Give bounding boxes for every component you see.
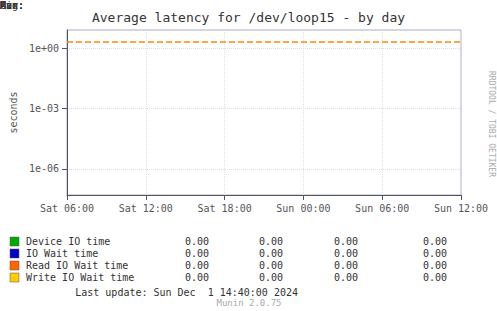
svg-text:0.00: 0.00 <box>259 248 283 259</box>
svg-text:0.00: 0.00 <box>423 236 447 247</box>
svg-text:Write IO Wait time: Write IO Wait time <box>26 272 134 283</box>
svg-text:0.00: 0.00 <box>334 272 358 283</box>
svg-text:Munin 2.0.75: Munin 2.0.75 <box>216 298 281 308</box>
svg-text:Cur:: Cur: <box>0 0 24 11</box>
svg-text:1e-03: 1e-03 <box>29 103 59 114</box>
svg-text:0.00: 0.00 <box>423 260 447 271</box>
svg-text:0.00: 0.00 <box>259 272 283 283</box>
svg-text:0.00: 0.00 <box>334 248 358 259</box>
svg-text:Sun 12:00: Sun 12:00 <box>434 203 488 214</box>
svg-text:Min:: Min: <box>0 0 24 11</box>
svg-text:0.00: 0.00 <box>185 236 209 247</box>
svg-text:Device IO time: Device IO time <box>26 236 110 247</box>
svg-text:1e-06: 1e-06 <box>29 163 59 174</box>
svg-text:Sun 00:00: Sun 00:00 <box>276 203 330 214</box>
svg-text:Sat 12:00: Sat 12:00 <box>119 203 173 214</box>
svg-text:0.00: 0.00 <box>334 236 358 247</box>
svg-text:IO Wait time: IO Wait time <box>26 248 98 259</box>
svg-text:0.00: 0.00 <box>259 236 283 247</box>
svg-text:Average latency for /dev/loop1: Average latency for /dev/loop15 - by day <box>92 10 405 25</box>
svg-text:0.00: 0.00 <box>259 260 283 271</box>
svg-text:0.00: 0.00 <box>185 260 209 271</box>
svg-text:Avg:: Avg: <box>0 0 24 11</box>
svg-text:Sun 06:00: Sun 06:00 <box>355 203 409 214</box>
svg-text:0.00: 0.00 <box>334 260 358 271</box>
svg-text:0.00: 0.00 <box>185 272 209 283</box>
svg-text:Last update: Sun Dec 1 14:40:: Last update: Sun Dec 1 14:40:00 2024 <box>75 287 298 298</box>
svg-text:RRDTOOL / TOBI OETIKER: RRDTOOL / TOBI OETIKER <box>487 71 496 177</box>
svg-text:Sat 18:00: Sat 18:00 <box>198 203 252 214</box>
svg-text:0.00: 0.00 <box>423 248 447 259</box>
svg-text:Max:: Max: <box>0 0 24 11</box>
svg-text:Read IO Wait time: Read IO Wait time <box>26 260 128 271</box>
svg-text:seconds: seconds <box>8 91 19 133</box>
svg-text:0.00: 0.00 <box>185 248 209 259</box>
svg-text:Sat 06:00: Sat 06:00 <box>40 203 94 214</box>
svg-text:1e+00: 1e+00 <box>29 43 59 54</box>
svg-text:0.00: 0.00 <box>423 272 447 283</box>
